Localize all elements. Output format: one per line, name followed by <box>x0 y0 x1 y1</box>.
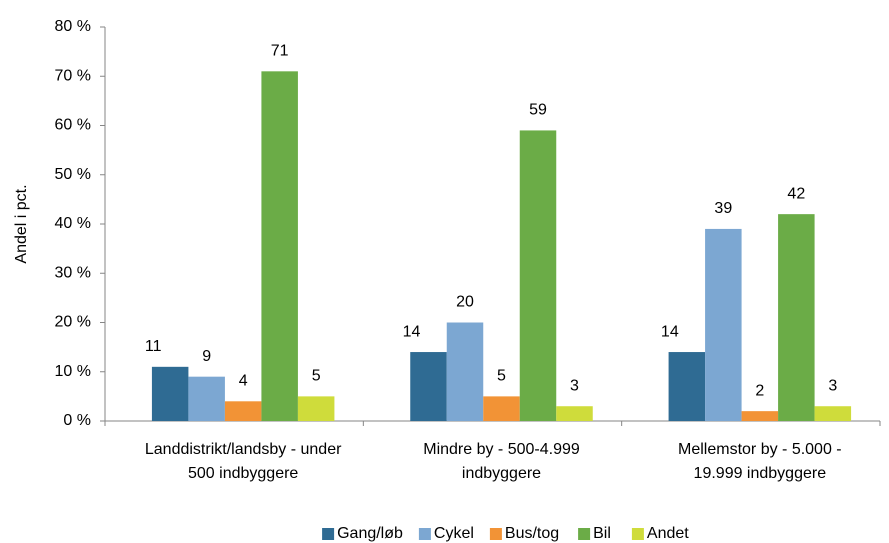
legend-label: Andet <box>647 525 689 542</box>
bar <box>297 396 335 421</box>
data-label: 71 <box>271 43 289 60</box>
y-tick-label: 30 % <box>55 264 91 281</box>
legend-label: Cykel <box>434 525 474 542</box>
y-tick-label: 80 % <box>55 18 91 35</box>
data-label: 4 <box>239 373 248 390</box>
legend-swatch <box>322 528 335 540</box>
data-label: 5 <box>312 368 321 385</box>
data-label: 5 <box>497 368 506 385</box>
legend-label: Bus/tog <box>505 525 559 542</box>
data-label: 3 <box>570 377 579 394</box>
y-tick-label: 70 % <box>55 67 91 84</box>
legend-label: Gang/løb <box>337 525 403 542</box>
x-tick-label: Landdistrikt/landsby - under 500 indbygg… <box>144 441 342 482</box>
data-label: 39 <box>714 200 732 217</box>
bar <box>741 411 779 421</box>
bar <box>261 71 298 421</box>
y-tick-label: 50 % <box>55 166 91 183</box>
data-label: 14 <box>661 323 679 340</box>
y-tick-label: 0 % <box>63 412 91 429</box>
bar <box>410 352 447 421</box>
y-tick-label: 20 % <box>55 314 91 331</box>
bar <box>224 401 262 421</box>
bar <box>668 352 706 421</box>
legend-swatch <box>489 528 502 540</box>
x-tick-label: Mindre by - 500-4.999 indbyggere <box>423 441 580 482</box>
data-label: 3 <box>828 377 837 394</box>
data-label: 2 <box>755 382 764 399</box>
bar <box>778 214 815 421</box>
bar <box>151 366 189 421</box>
bar <box>483 396 520 421</box>
bar <box>188 376 225 421</box>
y-tick-label: 60 % <box>55 117 91 134</box>
bar <box>446 322 484 421</box>
y-tick-label: 40 % <box>55 215 91 232</box>
x-tick-label: Mellemstor by - 5.000 - 19.999 indbygger… <box>678 441 842 482</box>
data-label: 20 <box>456 294 474 311</box>
data-label: 14 <box>403 323 421 340</box>
bar <box>556 406 593 421</box>
bar <box>814 406 852 421</box>
bar <box>519 130 557 422</box>
data-label: 42 <box>787 185 805 202</box>
legend-label: Bil <box>593 525 611 542</box>
bar <box>705 228 742 421</box>
y-tick-label: 10 % <box>55 363 91 380</box>
legend-swatch <box>631 528 644 540</box>
data-label: 59 <box>529 102 547 119</box>
legend-swatch <box>578 528 591 540</box>
data-label: 11 <box>145 338 162 355</box>
data-label: 9 <box>202 348 211 365</box>
legend-swatch <box>418 528 431 540</box>
y-axis-label: Andel i pct. <box>13 184 30 263</box>
